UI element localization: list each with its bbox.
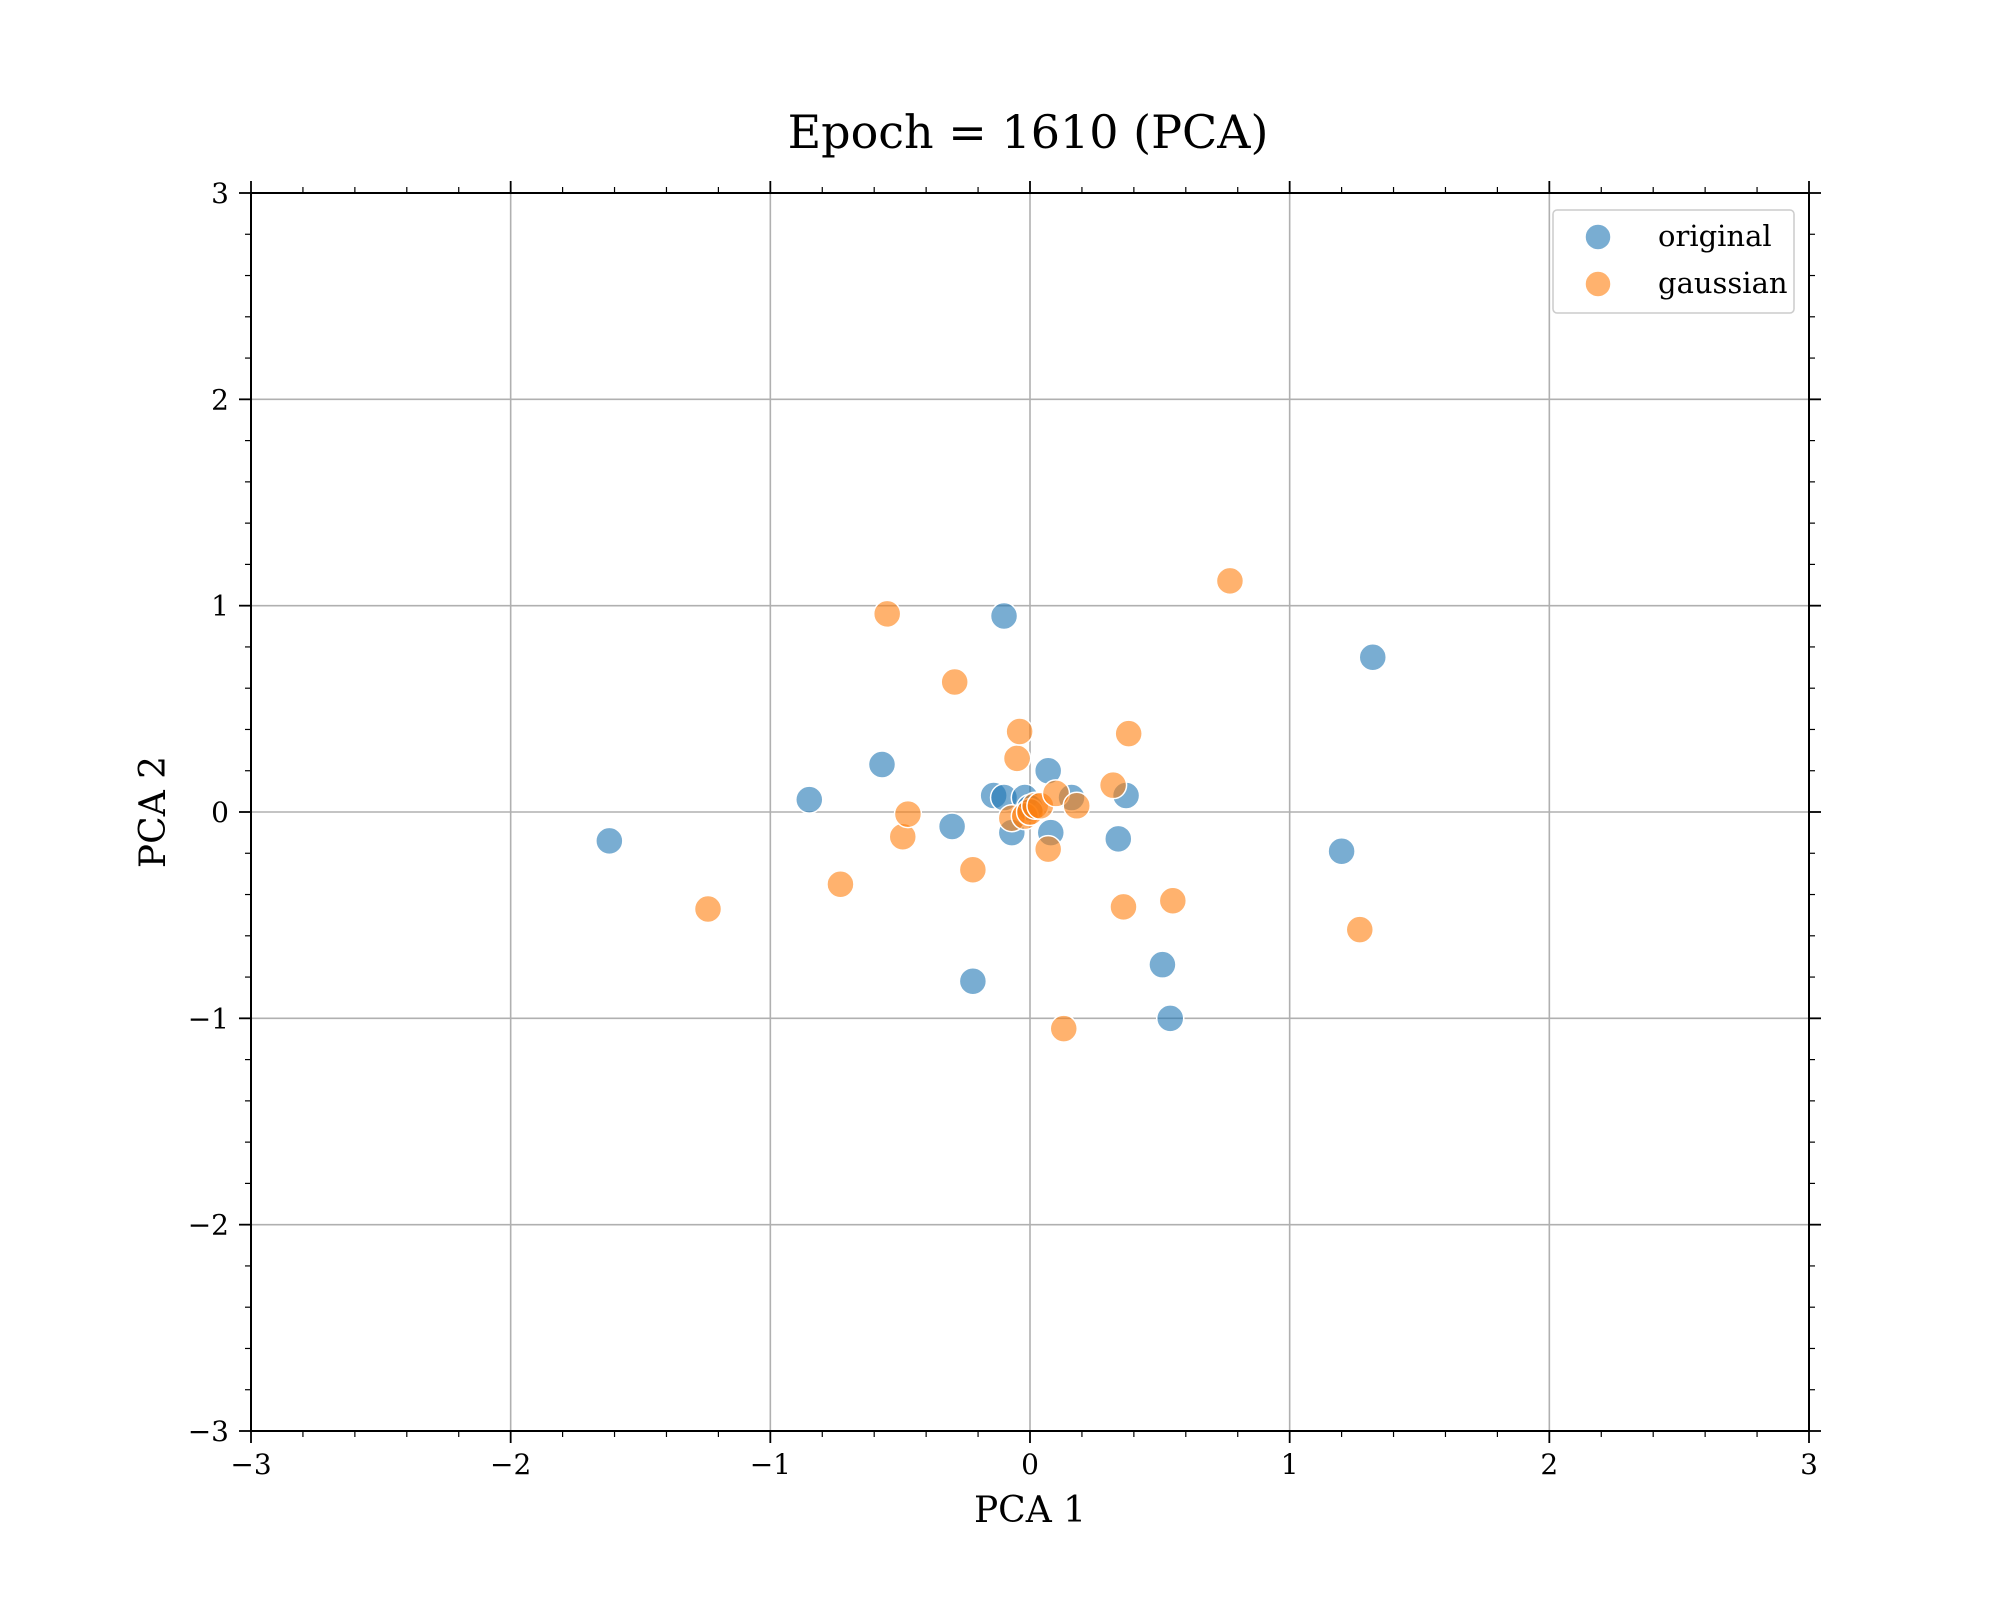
y-tick-label: 3 bbox=[211, 177, 229, 210]
point-original bbox=[1148, 950, 1177, 979]
point-gaussian bbox=[958, 855, 988, 885]
point-gaussian bbox=[1345, 915, 1375, 944]
point-gaussian bbox=[1002, 744, 1032, 773]
point-original bbox=[1155, 1004, 1185, 1033]
point-gaussian bbox=[1098, 770, 1128, 800]
series-gaussian bbox=[693, 566, 1375, 1043]
legend: original gaussian bbox=[1552, 209, 1795, 314]
point-original bbox=[1104, 824, 1133, 854]
point-gaussian bbox=[1062, 791, 1091, 821]
point-original bbox=[1358, 643, 1388, 672]
point-gaussian bbox=[1005, 717, 1034, 746]
point-original bbox=[595, 826, 624, 856]
point-gaussian bbox=[893, 799, 923, 829]
point-gaussian bbox=[1033, 834, 1063, 864]
point-gaussian bbox=[693, 894, 723, 924]
x-tick-label: 2 bbox=[1540, 1448, 1558, 1481]
x-tick-label: −3 bbox=[230, 1448, 271, 1481]
tick-labels: −3 −2 −1 0 1 2 3 −3 −2 −1 0 1 2 3 bbox=[188, 177, 1818, 1481]
legend-box bbox=[1552, 209, 1795, 314]
legend-label-original: original bbox=[1658, 219, 1772, 253]
point-gaussian bbox=[826, 869, 855, 899]
point-gaussian bbox=[1114, 719, 1143, 748]
legend-marker-gaussian bbox=[1584, 270, 1612, 298]
y-tick-label: 0 bbox=[211, 796, 229, 829]
x-tick-label: 0 bbox=[1021, 1448, 1039, 1481]
y-tick-label: −3 bbox=[188, 1415, 229, 1448]
x-tick-label: −2 bbox=[490, 1448, 531, 1481]
legend-marker-original bbox=[1584, 223, 1612, 251]
x-tick-label: 1 bbox=[1281, 1448, 1299, 1481]
point-original bbox=[867, 750, 897, 779]
series-original bbox=[595, 601, 1388, 1033]
point-original bbox=[937, 812, 967, 841]
point-gaussian bbox=[940, 667, 969, 697]
y-axis-label: PCA 2 bbox=[133, 756, 174, 868]
point-gaussian bbox=[1049, 1014, 1079, 1043]
point-original bbox=[795, 785, 824, 814]
x-tick-label: 3 bbox=[1800, 1448, 1818, 1481]
y-tick-label: −2 bbox=[188, 1209, 229, 1242]
point-original bbox=[989, 601, 1019, 631]
point-original bbox=[958, 966, 988, 996]
x-axis-label: PCA 1 bbox=[974, 1490, 1086, 1531]
point-gaussian bbox=[872, 599, 902, 629]
point-gaussian bbox=[1158, 886, 1188, 915]
legend-label-gaussian: gaussian bbox=[1658, 266, 1788, 300]
chart-title: Epoch = 1610 (PCA) bbox=[788, 105, 1269, 159]
axis-ticks bbox=[239, 181, 1821, 1443]
point-gaussian bbox=[1041, 779, 1071, 808]
y-tick-label: 2 bbox=[211, 383, 229, 416]
data-points bbox=[595, 566, 1388, 1043]
x-tick-label: −1 bbox=[750, 1448, 791, 1481]
point-gaussian bbox=[1215, 566, 1245, 596]
point-gaussian bbox=[1109, 892, 1138, 922]
point-original bbox=[1327, 836, 1356, 866]
y-tick-label: −1 bbox=[188, 1002, 229, 1035]
y-tick-label: 1 bbox=[211, 590, 229, 623]
